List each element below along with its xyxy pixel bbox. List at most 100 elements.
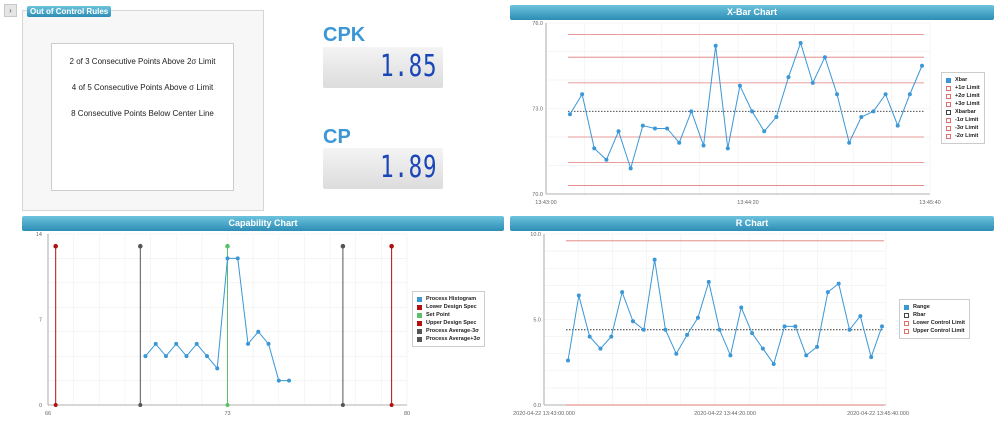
xbar-y-tick-label: 70.0 <box>532 192 543 198</box>
r-data-point <box>630 319 635 324</box>
cp-label: CP <box>323 126 351 148</box>
rule-item[interactable]: 4 of 5 Consecutive Points Above σ Limit <box>71 83 214 92</box>
cap-legend-item[interactable]: Set Point <box>417 311 480 319</box>
r-data-point <box>728 353 733 358</box>
r-legend-item[interactable]: Rbar <box>904 311 965 319</box>
r-data-point <box>576 293 581 298</box>
cap-legend-item[interactable]: Lower Design Spec <box>417 303 480 311</box>
r-data-point <box>782 324 787 329</box>
xbar-data-point <box>786 75 791 80</box>
cap-histogram-point <box>256 329 261 334</box>
rule-item[interactable]: 2 of 3 Consecutive Points Above 2σ Limit <box>69 57 216 66</box>
xbar-legend-item[interactable]: -2σ Limit <box>946 132 980 140</box>
legend-swatch <box>946 85 951 91</box>
xbar-data-point <box>592 146 597 151</box>
xbar-legend-item[interactable]: -3σ Limit <box>946 124 980 132</box>
xbar-legend-item[interactable]: +3σ Limit <box>946 100 980 108</box>
xbar-data-point <box>810 80 815 85</box>
cap-y-tick-label: 0 <box>39 403 42 409</box>
xbar-y-tick-label: 73.0 <box>532 107 543 113</box>
r-x-tick-label: 2020-04-22 13:45:40.000 <box>847 411 909 417</box>
r-data-point <box>836 281 841 286</box>
r-data-point <box>825 290 830 295</box>
r-chart[interactable]: 10.0 5.0 0.0 2020-04-22 13:43:00.000 2020-04… <box>510 231 994 421</box>
r-legend: Range Rbar Lower Control Limit Upper Contro… <box>899 299 970 339</box>
cap-y-tick-label: 7 <box>39 318 42 324</box>
cap-histogram-point <box>235 256 240 261</box>
legend-label: -1σ Limit <box>955 117 979 123</box>
r-data-point <box>760 346 765 351</box>
xbar-data-point <box>895 123 900 128</box>
capability-chart-title: Capability Chart <box>22 216 504 231</box>
cap-legend-item[interactable]: Process Histogram <box>417 295 480 303</box>
cap-spec-marker-top <box>138 243 143 249</box>
capability-legend: Process Histogram Lower Design Spec Set Po… <box>412 291 486 347</box>
cap-histogram-point <box>215 366 220 371</box>
legend-label: Upper Control Limit <box>913 328 965 334</box>
cap-histogram-point <box>184 354 189 359</box>
cap-legend-item[interactable]: Upper Design Spec <box>417 319 480 327</box>
r-data-point <box>663 327 668 332</box>
out-of-control-title: Out of Control Rules <box>27 6 112 17</box>
xbar-data-point <box>725 146 730 151</box>
cap-histogram-point <box>153 341 158 346</box>
xbar-data-point <box>737 83 742 88</box>
xbar-legend-item[interactable]: +2σ Limit <box>946 92 980 100</box>
cpk-value: 1.85 <box>379 49 437 84</box>
cap-x-tick-label: 73 <box>224 411 230 417</box>
r-data-point <box>793 324 798 329</box>
xbar-x-tick-label: 13:45:40 <box>919 200 940 206</box>
cap-histogram-point <box>204 354 209 359</box>
r-data-point <box>641 327 646 332</box>
xbar-data-point <box>750 109 755 114</box>
cap-spec-marker-bottom <box>389 403 394 407</box>
r-data-point <box>706 279 711 284</box>
legend-swatch <box>904 320 909 326</box>
xbar-data-point <box>604 157 609 162</box>
out-of-control-rules-list: 2 of 3 Consecutive Points Above 2σ Limit… <box>51 43 234 191</box>
xbar-x-tick-label: 13:44:20 <box>737 200 758 206</box>
capability-chart[interactable]: 14 7 0 66 73 80 Process Histogram Lower Design… <box>22 231 504 421</box>
r-data-point <box>652 257 657 262</box>
legend-swatch <box>946 101 951 107</box>
legend-label: Set Point <box>426 312 450 318</box>
xbar-chart-svg: 76.0 73.0 70.0 13:43:00 13:44:20 13:45:40 <box>532 21 940 206</box>
r-data-point <box>771 361 776 366</box>
cap-histogram-point <box>194 341 199 346</box>
cap-legend-item[interactable]: Process Average+3σ <box>417 335 480 343</box>
legend-swatch <box>417 320 422 326</box>
xbar-series-line <box>569 41 923 171</box>
xbar-legend-item[interactable]: +1σ Limit <box>946 84 980 92</box>
xbar-legend-item[interactable]: -1σ Limit <box>946 116 980 124</box>
cap-legend-item[interactable]: Process Average-3σ <box>417 327 480 335</box>
legend-label: Lower Design Spec <box>426 304 477 310</box>
r-y-tick-label: 0.0 <box>533 403 541 409</box>
xbar-data-point <box>859 115 864 120</box>
xbar-data-point <box>689 109 694 114</box>
xbar-data-point <box>640 123 645 128</box>
legend-swatch <box>904 312 909 318</box>
cap-histogram-point <box>163 354 168 359</box>
legend-swatch <box>417 296 422 302</box>
r-data-point <box>609 334 614 339</box>
r-legend-item[interactable]: Range <box>904 303 965 311</box>
xbar-chart[interactable]: 76.0 73.0 70.0 13:43:00 13:44:20 13:45:40 Xba… <box>510 20 994 210</box>
expand-panel-button[interactable]: › <box>4 4 17 17</box>
legend-swatch <box>417 304 422 310</box>
xbar-data-point <box>883 92 888 97</box>
xbar-data-point <box>798 40 803 45</box>
legend-label: Process Average+3σ <box>426 336 481 342</box>
xbar-legend-item[interactable]: Xbar <box>946 76 980 84</box>
legend-label: Xbar <box>955 77 968 83</box>
r-legend-item[interactable]: Upper Control Limit <box>904 327 965 335</box>
cap-histogram-point <box>225 256 230 261</box>
r-data-point <box>858 314 863 319</box>
r-legend-item[interactable]: Lower Control Limit <box>904 319 965 327</box>
legend-swatch <box>417 328 422 334</box>
legend-swatch <box>946 77 951 83</box>
xbar-legend-item[interactable]: Xbarbar <box>946 108 980 116</box>
rule-item[interactable]: 8 Consecutive Points Below Center Line <box>71 109 214 118</box>
r-data-point <box>804 353 809 358</box>
legend-label: +2σ Limit <box>955 93 980 99</box>
cap-histogram-point <box>246 341 251 346</box>
